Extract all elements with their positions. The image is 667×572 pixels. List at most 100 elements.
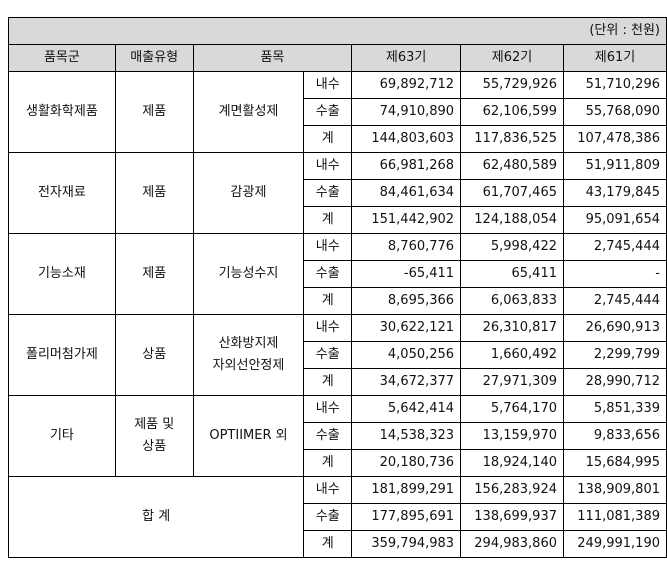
cell-line: 감광제 xyxy=(230,185,267,200)
value-cell-fy63: 8,760,776 xyxy=(351,233,462,261)
kind-cell: 수출 xyxy=(303,260,353,288)
value-cell-fy61: 95,091,654 xyxy=(563,206,667,234)
group-name-cell: 기타 xyxy=(8,395,116,477)
value-cell-fy63: 4,050,256 xyxy=(351,341,462,369)
value-cell-fy63: 66,981,268 xyxy=(351,152,462,180)
value-cell-fy62: 27,971,309 xyxy=(460,368,564,396)
table-row: 생활화학제품 제품 계면활성제 내수 69,892,712 55,729,926 51,71… xyxy=(8,71,667,153)
value-cell-fy63: -65,411 xyxy=(351,260,462,288)
value-cell-fy61: 15,684,995 xyxy=(563,449,667,477)
kind-cell: 내수 xyxy=(303,152,353,180)
unit-label: (단위 : 천원) xyxy=(8,17,667,45)
kind-cell: 내수 xyxy=(303,71,353,99)
cell-line: 제품 xyxy=(142,185,167,200)
value-cell-fy62: 65,411 xyxy=(460,260,564,288)
cell-line: 제품 및 xyxy=(134,417,175,432)
group-name-cell: 기능소재 xyxy=(8,233,116,315)
value-cell-fy63: 359,794,983 xyxy=(351,530,462,558)
value-cell-fy61: 51,911,809 xyxy=(563,152,667,180)
header-item: 품목 xyxy=(192,44,353,72)
value-cell-fy62: 13,159,970 xyxy=(460,422,564,450)
cell-line: 제품 xyxy=(142,104,167,119)
cell-line: OPTIIMER 외 xyxy=(209,428,288,443)
header-sales-type: 매출유형 xyxy=(114,44,194,72)
value-cell-fy63: 177,895,691 xyxy=(351,503,462,531)
item-cell: 감광제 xyxy=(192,152,305,234)
value-cell-fy62: 62,106,599 xyxy=(460,98,564,126)
header-group: 품목군 xyxy=(8,44,116,72)
kind-cell: 계 xyxy=(303,368,353,396)
kind-cell: 내수 xyxy=(303,233,353,261)
table-row: 기능소재 제품 기능성수지 내수 8,760,776 5,998,422 2,745,444 xyxy=(8,233,667,315)
kind-cell: 계 xyxy=(303,125,353,153)
kind-cell: 내수 xyxy=(303,395,353,423)
kind-cell: 계 xyxy=(303,206,353,234)
value-cell-fy62: 26,310,817 xyxy=(460,314,564,342)
value-cell-fy62: 6,063,833 xyxy=(460,287,564,315)
value-cell-fy61: 5,851,339 xyxy=(563,395,667,423)
kind-cell: 수출 xyxy=(303,503,353,531)
value-cell-fy63: 8,695,366 xyxy=(351,287,462,315)
value-cell-fy62: 124,188,054 xyxy=(460,206,564,234)
value-cell-fy61: 43,179,845 xyxy=(563,179,667,207)
value-cell-fy63: 14,538,323 xyxy=(351,422,462,450)
value-cell-fy61: 26,690,913 xyxy=(563,314,667,342)
value-cell-fy61: 138,909,801 xyxy=(563,476,667,504)
value-cell-fy63: 20,180,736 xyxy=(351,449,462,477)
value-cell-fy62: 1,660,492 xyxy=(460,341,564,369)
table-row: 계 144,803,603 117,836,525 107,478,386 xyxy=(9,125,667,153)
value-cell-fy61: 55,768,090 xyxy=(563,98,667,126)
table-row: 수출 4,050,256 1,660,492 2,299,799 xyxy=(9,341,667,369)
table-row: 수출 14,538,323 13,159,970 9,833,656 xyxy=(9,422,667,450)
value-cell-fy63: 5,642,414 xyxy=(351,395,462,423)
cell-line: 상품 xyxy=(142,347,167,362)
table-row: 계 151,442,902 124,188,054 95,091,654 xyxy=(9,206,667,234)
cell-line: 계면활성제 xyxy=(218,104,279,119)
kind-cell: 계 xyxy=(303,449,353,477)
kind-cell: 계 xyxy=(303,530,353,558)
value-cell-fy63: 181,899,291 xyxy=(351,476,462,504)
value-cell-fy61: 2,745,444 xyxy=(563,233,667,261)
kind-cell: 내수 xyxy=(303,476,353,504)
sales-type-cell: 제품 xyxy=(114,152,194,234)
total-label-cell: 합 계 xyxy=(7,476,305,558)
value-cell-fy63: 144,803,603 xyxy=(351,125,462,153)
kind-cell: 내수 xyxy=(303,314,353,342)
item-cell: 계면활성제 xyxy=(192,71,305,153)
value-cell-fy62: 62,480,589 xyxy=(460,152,564,180)
value-cell-fy63: 34,672,377 xyxy=(351,368,462,396)
sales-table: (단위 : 천원) 품목군 매출유형 품목 제63기 제62기 제61기 생활화… xyxy=(7,17,667,558)
cell-line: 자외선안정제 xyxy=(212,358,285,373)
item-cell: OPTIIMER 외 xyxy=(192,395,305,477)
value-cell-fy63: 74,910,890 xyxy=(351,98,462,126)
kind-cell: 수출 xyxy=(303,422,353,450)
value-cell-fy61: 2,299,799 xyxy=(563,341,667,369)
value-cell-fy62: 294,983,860 xyxy=(460,530,564,558)
cell-line: 산화방지제 xyxy=(218,336,279,351)
value-cell-fy61: 107,478,386 xyxy=(563,125,667,153)
table-row: 수출 74,910,890 62,106,599 55,768,090 xyxy=(9,98,667,126)
table-row: 폴리머첨가제 상품 산화방지제 자외선안정제 내수 30,622,121 26,310,81… xyxy=(8,314,667,396)
table-row: 계 8,695,366 6,063,833 2,745,444 xyxy=(9,287,667,315)
value-cell-fy62: 55,729,926 xyxy=(460,71,564,99)
header-row: 품목군 매출유형 품목 제63기 제62기 제61기 xyxy=(8,44,667,72)
value-cell-fy63: 69,892,712 xyxy=(351,71,462,99)
cell-line: 기능성수지 xyxy=(218,266,279,281)
table-row: 기타 제품 및 상품 OPTIIMER 외 내수 5,642,414 5,764,170 5,… xyxy=(8,395,667,477)
group-name-cell: 생활화학제품 xyxy=(8,71,116,153)
item-cell: 기능성수지 xyxy=(192,233,305,315)
table-row: 전자재료 제품 감광제 내수 66,981,268 62,480,589 51,911,80… xyxy=(8,152,667,234)
table-row: 수출 84,461,634 61,707,465 43,179,845 xyxy=(9,179,667,207)
value-cell-fy61: - xyxy=(563,260,667,288)
kind-cell: 수출 xyxy=(303,98,353,126)
sales-type-cell: 제품 및 상품 xyxy=(114,395,194,477)
kind-cell: 수출 xyxy=(303,341,353,369)
group-name-cell: 전자재료 xyxy=(8,152,116,234)
value-cell-fy61: 51,710,296 xyxy=(563,71,667,99)
sales-type-cell: 제품 xyxy=(114,71,194,153)
group-name-cell: 폴리머첨가제 xyxy=(8,314,116,396)
total-row: 합 계 내수 181,899,291 156,283,924 138,909,801 xyxy=(7,476,667,558)
total-row: 수출 177,895,691 138,699,937 111,081,389 xyxy=(9,503,667,531)
kind-cell: 수출 xyxy=(303,179,353,207)
